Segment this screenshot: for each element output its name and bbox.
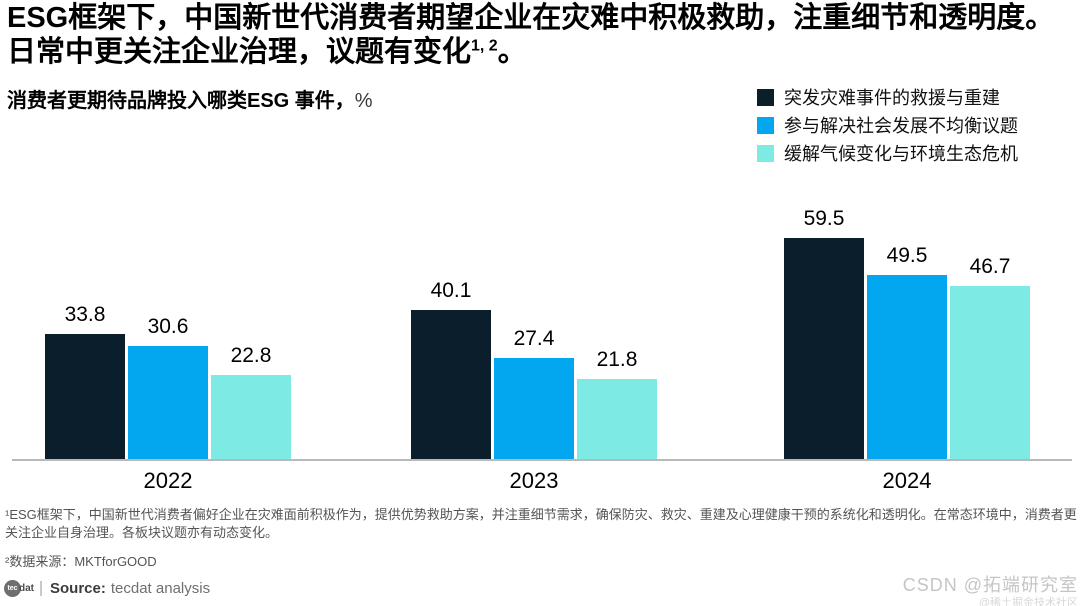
bar (411, 310, 491, 460)
bar-value-label: 33.8 (64, 303, 106, 326)
bar-column: 30.6 (128, 315, 208, 460)
legend-swatch-icon (757, 88, 774, 106)
bar (784, 238, 864, 460)
bar-value-label: 22.8 (230, 344, 272, 367)
bar-chart-plot: 33.8 30.6 22.8 40.1 27.4 21.8 59.5 49.5 46.7 (0, 188, 1080, 460)
chart-title: 消费者更期待品牌投入哪类ESG 事件，% (7, 84, 373, 113)
bar-value-label: 49.5 (886, 244, 928, 267)
bar (211, 375, 291, 460)
bar-group-2024: 59.5 49.5 46.7 (784, 207, 1030, 460)
x-axis-tick-label: 2024 (882, 468, 932, 493)
legend-swatch-icon (757, 116, 774, 134)
legend-swatch-icon (757, 144, 774, 162)
legend-item-disaster-relief: 突发灾难事件的救援与重建 (757, 88, 1018, 108)
bar (577, 379, 657, 460)
bar-value-label: 40.1 (430, 279, 472, 302)
footnote-2: ²数据来源：MKTforGOOD (5, 554, 157, 569)
x-axis-tick-label: 2022 (143, 468, 193, 493)
chart-unit-label: % (354, 90, 373, 112)
bar (128, 346, 208, 460)
chart-legend: 突发灾难事件的救援与重建 参与解决社会发展不均衡议题 缓解气候变化与环境生态危机 (757, 88, 1018, 172)
page-title-period: 。 (497, 35, 527, 68)
source-row: tec dat Source: tecdat analysis (4, 578, 210, 598)
chart-title-text: 消费者更期待品牌投入哪类ESG 事件， (7, 90, 355, 112)
tecdat-logo-icon: tec (4, 579, 21, 597)
bar-value-label: 21.8 (596, 348, 638, 371)
bar (494, 358, 574, 460)
bar-column: 46.7 (950, 255, 1030, 460)
source-label: Source: (50, 579, 106, 597)
bar-column: 59.5 (784, 207, 864, 460)
legend-label: 缓解气候变化与环境生态危机 (784, 144, 1018, 164)
bar-group-2023: 40.1 27.4 21.8 (411, 279, 657, 460)
x-axis-tick-label: 2023 (509, 468, 559, 493)
bar-column: 49.5 (867, 244, 947, 460)
watermark: CSDN @拓端研究室 @稀土掘金技术社区 (903, 571, 1078, 606)
watermark-sub-text: @稀土掘金技术社区 (978, 597, 1078, 606)
x-axis-labels: 2022 2023 2024 (0, 468, 1080, 496)
page-title-superscript: 1, 2 (471, 36, 498, 54)
bar (45, 334, 125, 460)
x-axis-line (12, 459, 1072, 461)
bar-value-label: 46.7 (969, 255, 1011, 278)
legend-label: 参与解决社会发展不均衡议题 (784, 116, 1018, 136)
source-text: tecdat analysis (110, 579, 211, 597)
legend-label: 突发灾难事件的救援与重建 (784, 88, 1000, 108)
bar-group-2022: 33.8 30.6 22.8 (45, 303, 291, 460)
page-title: ESG框架下，中国新世代消费者期望企业在灾难中积极救助，注重细节和透明度。日常中… (7, 2, 1073, 69)
footnote-1: ¹ESG框架下，中国新世代消费者偏好企业在灾难面前积极作为，提供优势救助方案，并… (5, 507, 1077, 540)
bar (950, 286, 1030, 460)
bar-column: 21.8 (577, 348, 657, 460)
page-title-text: ESG框架下，中国新世代消费者期望企业在灾难中积极救助，注重细节和透明度。日常中… (7, 2, 1055, 68)
legend-item-climate: 缓解气候变化与环境生态危机 (757, 144, 1018, 164)
logo-divider (40, 580, 42, 596)
bar-value-label: 59.5 (803, 207, 845, 230)
tecdat-logo-text: dat (19, 582, 34, 594)
bar-value-label: 30.6 (147, 315, 189, 338)
legend-item-social-issues: 参与解决社会发展不均衡议题 (757, 116, 1018, 136)
bar-column: 27.4 (494, 327, 574, 460)
watermark-main-text: CSDN @拓端研究室 (902, 575, 1078, 595)
bar-value-label: 27.4 (513, 327, 555, 350)
bar-column: 22.8 (211, 344, 291, 460)
bar-column: 33.8 (45, 303, 125, 460)
bar (867, 275, 947, 460)
bar-column: 40.1 (411, 279, 491, 460)
